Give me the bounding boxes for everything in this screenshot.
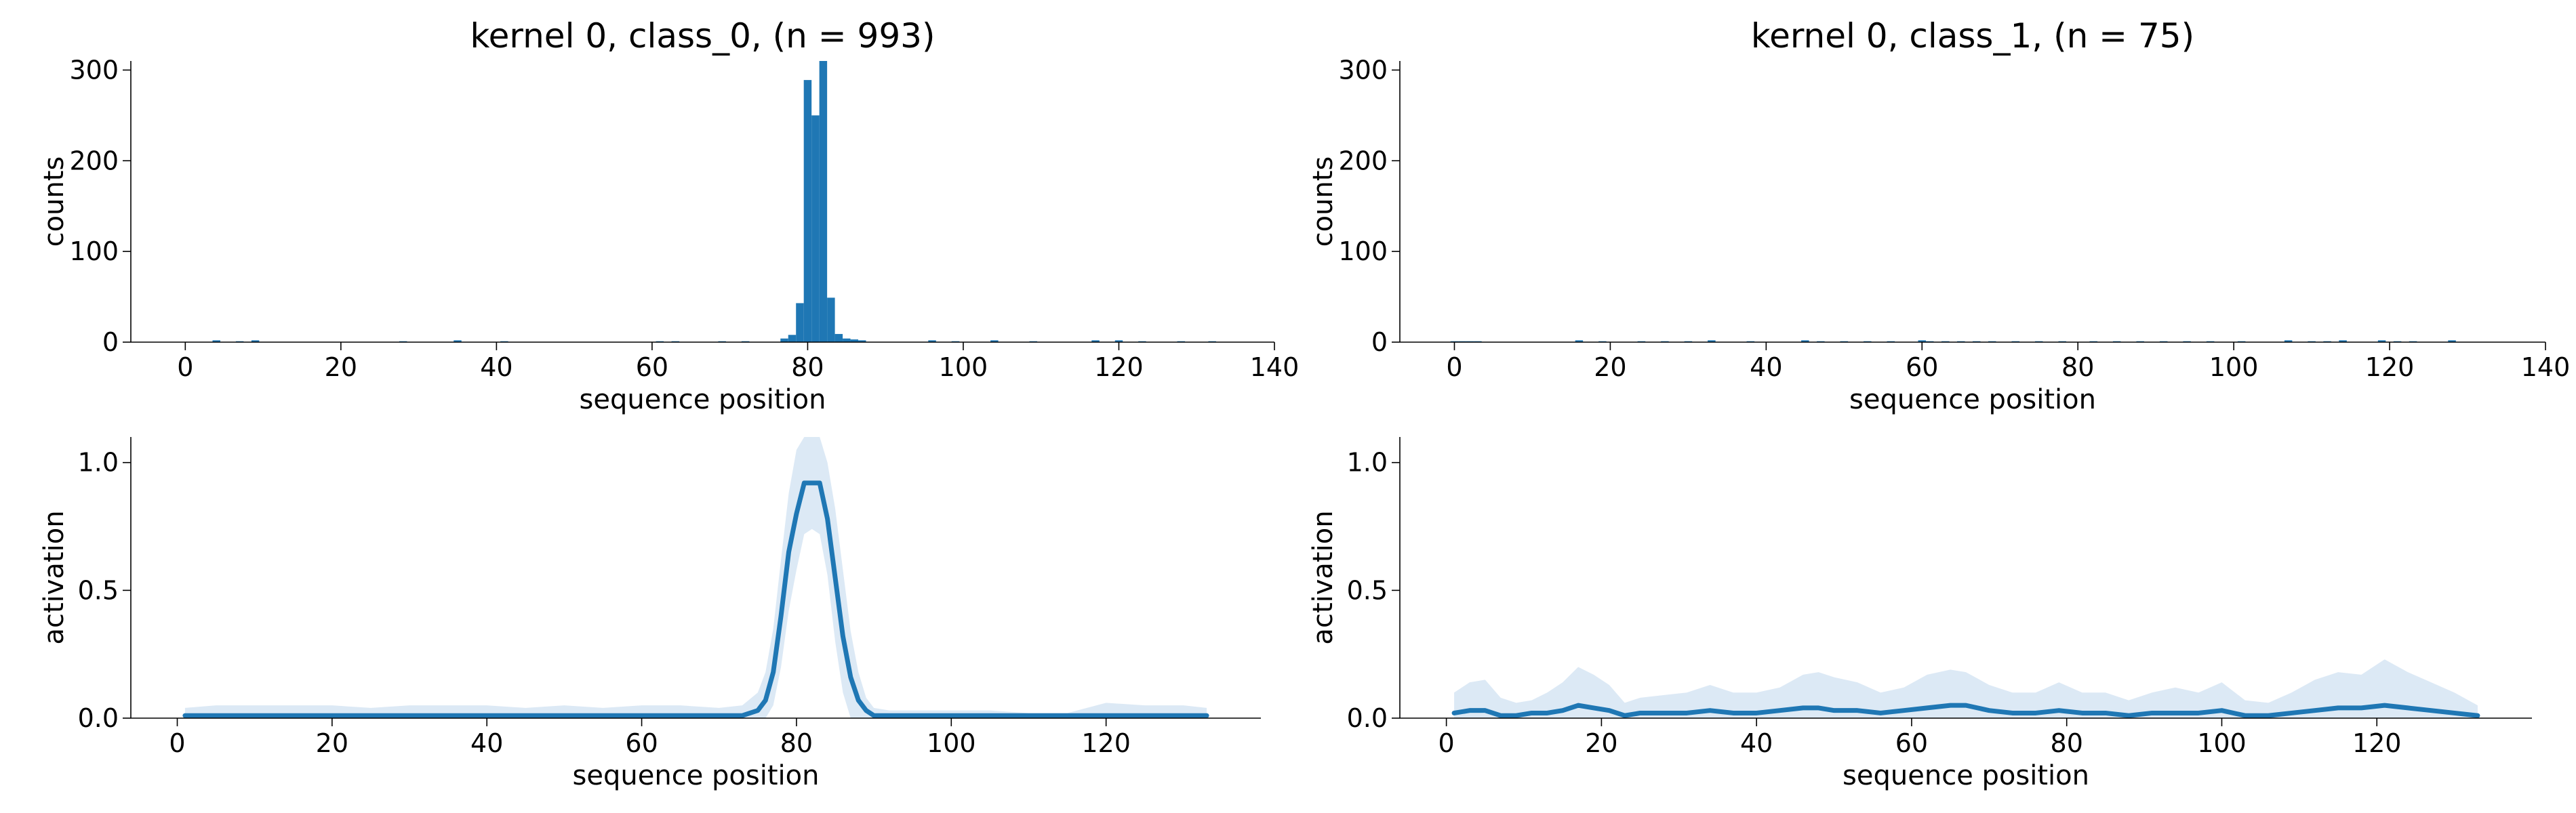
chart-title: kernel 0, class_0, (n = 993): [470, 16, 935, 56]
panel-bottom-left: 0 20 40 60 80 100 120 0.0 0.5 1.0 sequence positio…: [39, 437, 1261, 791]
x-tick-label: 0: [177, 352, 193, 382]
confidence-band: [184, 437, 1207, 718]
y-tick-label: 0.5: [78, 575, 119, 605]
confidence-band: [1454, 659, 2478, 718]
y-tick-label: 1.0: [78, 448, 119, 478]
series-line: [1451, 703, 2480, 718]
bar: [1801, 340, 1809, 342]
x-tick-label: 40: [1740, 728, 1773, 758]
x-tick-label: 80: [2061, 352, 2094, 382]
x-tick-label: 120: [1094, 352, 1144, 382]
x-tick-label: 120: [1081, 728, 1131, 758]
bar: [2284, 340, 2293, 342]
bar: [819, 61, 828, 342]
bar: [2377, 340, 2386, 342]
y-tick-label: 1.0: [1347, 448, 1388, 478]
y-tick-label: 300: [69, 55, 119, 85]
x-tick-label: 60: [625, 728, 658, 758]
bar: [803, 80, 812, 343]
x-axis-label: sequence position: [573, 760, 820, 791]
x-tick-label: 60: [1895, 728, 1928, 758]
bar: [212, 340, 220, 342]
bar: [990, 340, 999, 342]
bar: [2448, 340, 2456, 342]
x-tick-label: 20: [325, 352, 357, 382]
y-tick-label: 100: [1338, 236, 1388, 266]
series-line: [182, 480, 1209, 718]
bar: [251, 340, 260, 342]
bar: [1575, 340, 1584, 342]
x-tick-label: 60: [636, 352, 668, 382]
y-tick-label: 300: [1338, 55, 1388, 85]
y-tick-label: 0: [1371, 327, 1388, 357]
bar: [834, 333, 843, 342]
bar: [850, 339, 859, 342]
x-axis-label: sequence position: [1849, 384, 2096, 415]
x-tick-label: 20: [316, 728, 348, 758]
x-tick-label: 80: [2051, 728, 2083, 758]
y-tick-label: 200: [69, 146, 119, 175]
x-tick-label: 140: [2521, 352, 2571, 382]
y-axis-label: activation: [1308, 510, 1339, 644]
x-tick-label: 20: [1594, 352, 1626, 382]
bar: [843, 338, 851, 342]
x-tick-label: 100: [939, 352, 988, 382]
bar: [780, 338, 788, 342]
panel-top-right: 0 20 40 60 80 100 120 140 0 100 200 300 sequence pos…: [1308, 16, 2570, 415]
bar: [1708, 340, 1716, 342]
panel-top-left: 0 20 40 60 80 100 120 140 0 100 200 300 sequence pos…: [39, 16, 1299, 415]
chart-title: kernel 0, class_1, (n = 75): [1751, 16, 2194, 56]
bar: [827, 297, 835, 342]
y-axis-label: activation: [39, 510, 70, 644]
x-tick-label: 0: [169, 728, 185, 758]
x-tick-label: 60: [1906, 352, 1938, 382]
y-axis-label: counts: [1308, 157, 1339, 247]
x-tick-label: 100: [2197, 728, 2247, 758]
bar: [788, 335, 797, 342]
bar: [1114, 340, 1123, 342]
bar: [1918, 340, 1927, 342]
x-tick-label: 0: [1446, 352, 1462, 382]
x-tick-label: 100: [927, 728, 976, 758]
x-axis-label: sequence position: [580, 384, 826, 415]
x-tick-label: 120: [2365, 352, 2415, 382]
bar: [796, 303, 804, 342]
x-tick-label: 80: [780, 728, 813, 758]
bar: [928, 340, 936, 342]
x-tick-label: 40: [1750, 352, 1782, 382]
y-tick-label: 100: [69, 236, 119, 266]
x-axis-label: sequence position: [1843, 760, 2089, 791]
bar: [1091, 340, 1100, 342]
x-tick-label: 100: [2209, 352, 2259, 382]
y-axis-label: counts: [39, 157, 70, 247]
x-tick-label: 20: [1585, 728, 1617, 758]
x-tick-label: 140: [1250, 352, 1300, 382]
bar: [454, 340, 462, 342]
y-tick-label: 0: [102, 327, 119, 357]
x-tick-label: 40: [470, 728, 503, 758]
x-tick-label: 80: [791, 352, 824, 382]
bar: [2339, 340, 2347, 342]
y-tick-label: 0.0: [78, 703, 119, 733]
y-tick-label: 200: [1338, 146, 1388, 175]
x-tick-label: 40: [480, 352, 512, 382]
panel-bottom-right: 0 20 40 60 80 100 120 0.0 0.5 1.0 sequence positio…: [1308, 437, 2532, 791]
x-tick-label: 120: [2352, 728, 2402, 758]
y-tick-label: 0.5: [1347, 575, 1388, 605]
x-tick-label: 0: [1438, 728, 1455, 758]
bar: [811, 115, 820, 342]
bar: [858, 340, 866, 342]
y-tick-label: 0.0: [1347, 703, 1388, 733]
